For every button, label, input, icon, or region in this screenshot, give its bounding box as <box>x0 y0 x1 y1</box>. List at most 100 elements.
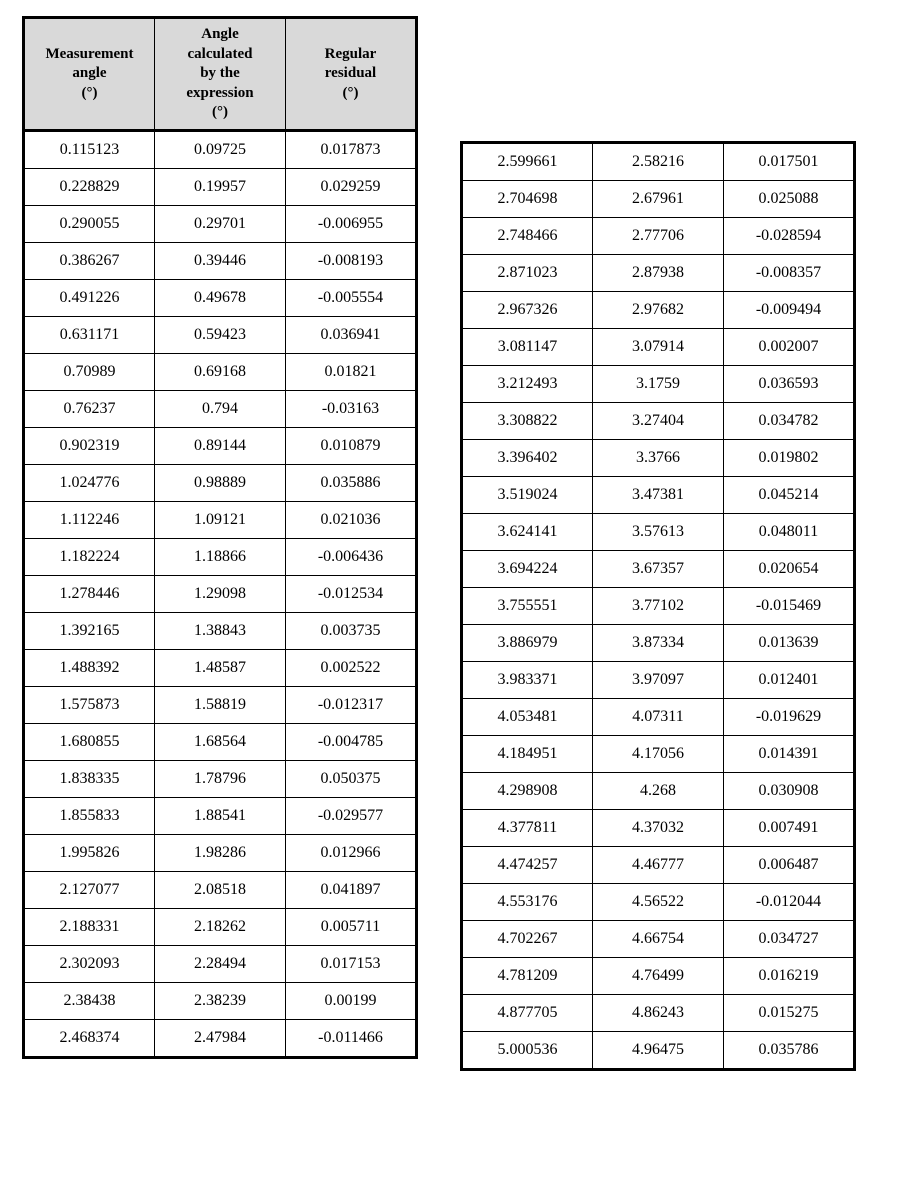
table-cell: 0.00199 <box>286 982 417 1019</box>
table-row: 1.6808551.68564-0.004785 <box>24 723 417 760</box>
table-row: 0.1151230.097250.017873 <box>24 130 417 168</box>
table-cell: 0.98889 <box>155 464 286 501</box>
table-row: 2.9673262.97682-0.009494 <box>462 292 855 329</box>
table-row: 4.7022674.667540.034727 <box>462 921 855 958</box>
table-cell: -0.012044 <box>724 884 855 921</box>
table-cell: 0.016219 <box>724 958 855 995</box>
table-row: 1.1822241.18866-0.006436 <box>24 538 417 575</box>
table-cell: 2.748466 <box>462 218 593 255</box>
table-cell: 4.46777 <box>593 847 724 884</box>
table-cell: 2.38438 <box>24 982 155 1019</box>
table-cell: -0.012317 <box>286 686 417 723</box>
table-cell: -0.008357 <box>724 255 855 292</box>
table-cell: 4.66754 <box>593 921 724 958</box>
table-cell: 1.488392 <box>24 649 155 686</box>
table-cell: 0.015275 <box>724 995 855 1032</box>
table-cell: 4.76499 <box>593 958 724 995</box>
table-cell: 0.048011 <box>724 514 855 551</box>
table-row: 4.1849514.170560.014391 <box>462 736 855 773</box>
table-cell: 2.28494 <box>155 945 286 982</box>
table-cell: 1.68564 <box>155 723 286 760</box>
table-cell: 0.012401 <box>724 662 855 699</box>
table-cell: 1.680855 <box>24 723 155 760</box>
table-left-body: 0.1151230.097250.0178730.2288290.199570.… <box>24 130 417 1057</box>
table-cell: 2.87938 <box>593 255 724 292</box>
table-row: 1.9958261.982860.012966 <box>24 834 417 871</box>
table-cell: 0.007491 <box>724 810 855 847</box>
table-cell: 0.017873 <box>286 130 417 168</box>
table-row: 2.384382.382390.00199 <box>24 982 417 1019</box>
table-cell: 0.002007 <box>724 329 855 366</box>
table-cell: 0.59423 <box>155 316 286 353</box>
table-row: 3.7555513.77102-0.015469 <box>462 588 855 625</box>
table-cell: 0.89144 <box>155 427 286 464</box>
table-row: 2.7046982.679610.025088 <box>462 181 855 218</box>
table-cell: 4.37032 <box>593 810 724 847</box>
table-cell: 0.025088 <box>724 181 855 218</box>
table-cell: 4.781209 <box>462 958 593 995</box>
table-row: 1.1122461.091210.021036 <box>24 501 417 538</box>
table-cell: 0.034727 <box>724 921 855 958</box>
table-cell: 3.396402 <box>462 440 593 477</box>
table-cell: -0.019629 <box>724 699 855 736</box>
table-row: 2.5996612.582160.017501 <box>462 143 855 181</box>
table-row: 2.8710232.87938-0.008357 <box>462 255 855 292</box>
table-right-body: 2.5996612.582160.0175012.7046982.679610.… <box>462 143 855 1070</box>
table-cell: 4.553176 <box>462 884 593 921</box>
data-table-left: Measurementangle(°) Anglecalculatedby th… <box>22 16 418 1059</box>
table-cell: 4.474257 <box>462 847 593 884</box>
table-cell: 4.96475 <box>593 1032 724 1070</box>
table-cell: 0.010879 <box>286 427 417 464</box>
table-row: 3.5190243.473810.045214 <box>462 477 855 514</box>
table-cell: 0.09725 <box>155 130 286 168</box>
table-cell: 2.67961 <box>593 181 724 218</box>
table-cell: 0.045214 <box>724 477 855 514</box>
table-cell: 0.036593 <box>724 366 855 403</box>
table-row: 2.1270772.085180.041897 <box>24 871 417 908</box>
table-cell: 2.97682 <box>593 292 724 329</box>
table-cell: 5.000536 <box>462 1032 593 1070</box>
table-row: 2.4683742.47984-0.011466 <box>24 1019 417 1057</box>
table-cell: 1.182224 <box>24 538 155 575</box>
table-cell: 0.020654 <box>724 551 855 588</box>
table-row: 4.8777054.862430.015275 <box>462 995 855 1032</box>
table-cell: 2.302093 <box>24 945 155 982</box>
table-cell: 3.081147 <box>462 329 593 366</box>
table-row: 0.709890.691680.01821 <box>24 353 417 390</box>
table-cell: 2.871023 <box>462 255 593 292</box>
table-cell: 3.77102 <box>593 588 724 625</box>
table-row: 4.0534814.07311-0.019629 <box>462 699 855 736</box>
table-cell: 3.97097 <box>593 662 724 699</box>
table-cell: -0.029577 <box>286 797 417 834</box>
table-cell: 1.98286 <box>155 834 286 871</box>
table-row: 4.4742574.467770.006487 <box>462 847 855 884</box>
table-cell: 2.967326 <box>462 292 593 329</box>
table-row: 3.2124933.17590.036593 <box>462 366 855 403</box>
table-cell: 0.70989 <box>24 353 155 390</box>
table-row: 3.0811473.079140.002007 <box>462 329 855 366</box>
table-row: 0.2288290.199570.029259 <box>24 168 417 205</box>
table-cell: 1.112246 <box>24 501 155 538</box>
table-cell: 4.702267 <box>462 921 593 958</box>
table-cell: 3.47381 <box>593 477 724 514</box>
table-cell: 4.298908 <box>462 773 593 810</box>
table-row: 0.2900550.29701-0.006955 <box>24 205 417 242</box>
header-row: Measurementangle(°) Anglecalculatedby th… <box>24 18 417 131</box>
table-cell: 3.308822 <box>462 403 593 440</box>
table-cell: 2.08518 <box>155 871 286 908</box>
table-cell: -0.006436 <box>286 538 417 575</box>
col-header-measurement: Measurementangle(°) <box>24 18 155 131</box>
table-row: 0.6311710.594230.036941 <box>24 316 417 353</box>
table-cell: 1.024776 <box>24 464 155 501</box>
table-cell: 0.006487 <box>724 847 855 884</box>
table-row: 4.5531764.56522-0.012044 <box>462 884 855 921</box>
table-cell: 3.755551 <box>462 588 593 625</box>
table-cell: 2.188331 <box>24 908 155 945</box>
table-row: 3.9833713.970970.012401 <box>462 662 855 699</box>
table-cell: 0.002522 <box>286 649 417 686</box>
table-cell: 2.127077 <box>24 871 155 908</box>
table-cell: -0.015469 <box>724 588 855 625</box>
table-cell: 1.855833 <box>24 797 155 834</box>
table-row: 1.4883921.485870.002522 <box>24 649 417 686</box>
table-row: 1.8558331.88541-0.029577 <box>24 797 417 834</box>
